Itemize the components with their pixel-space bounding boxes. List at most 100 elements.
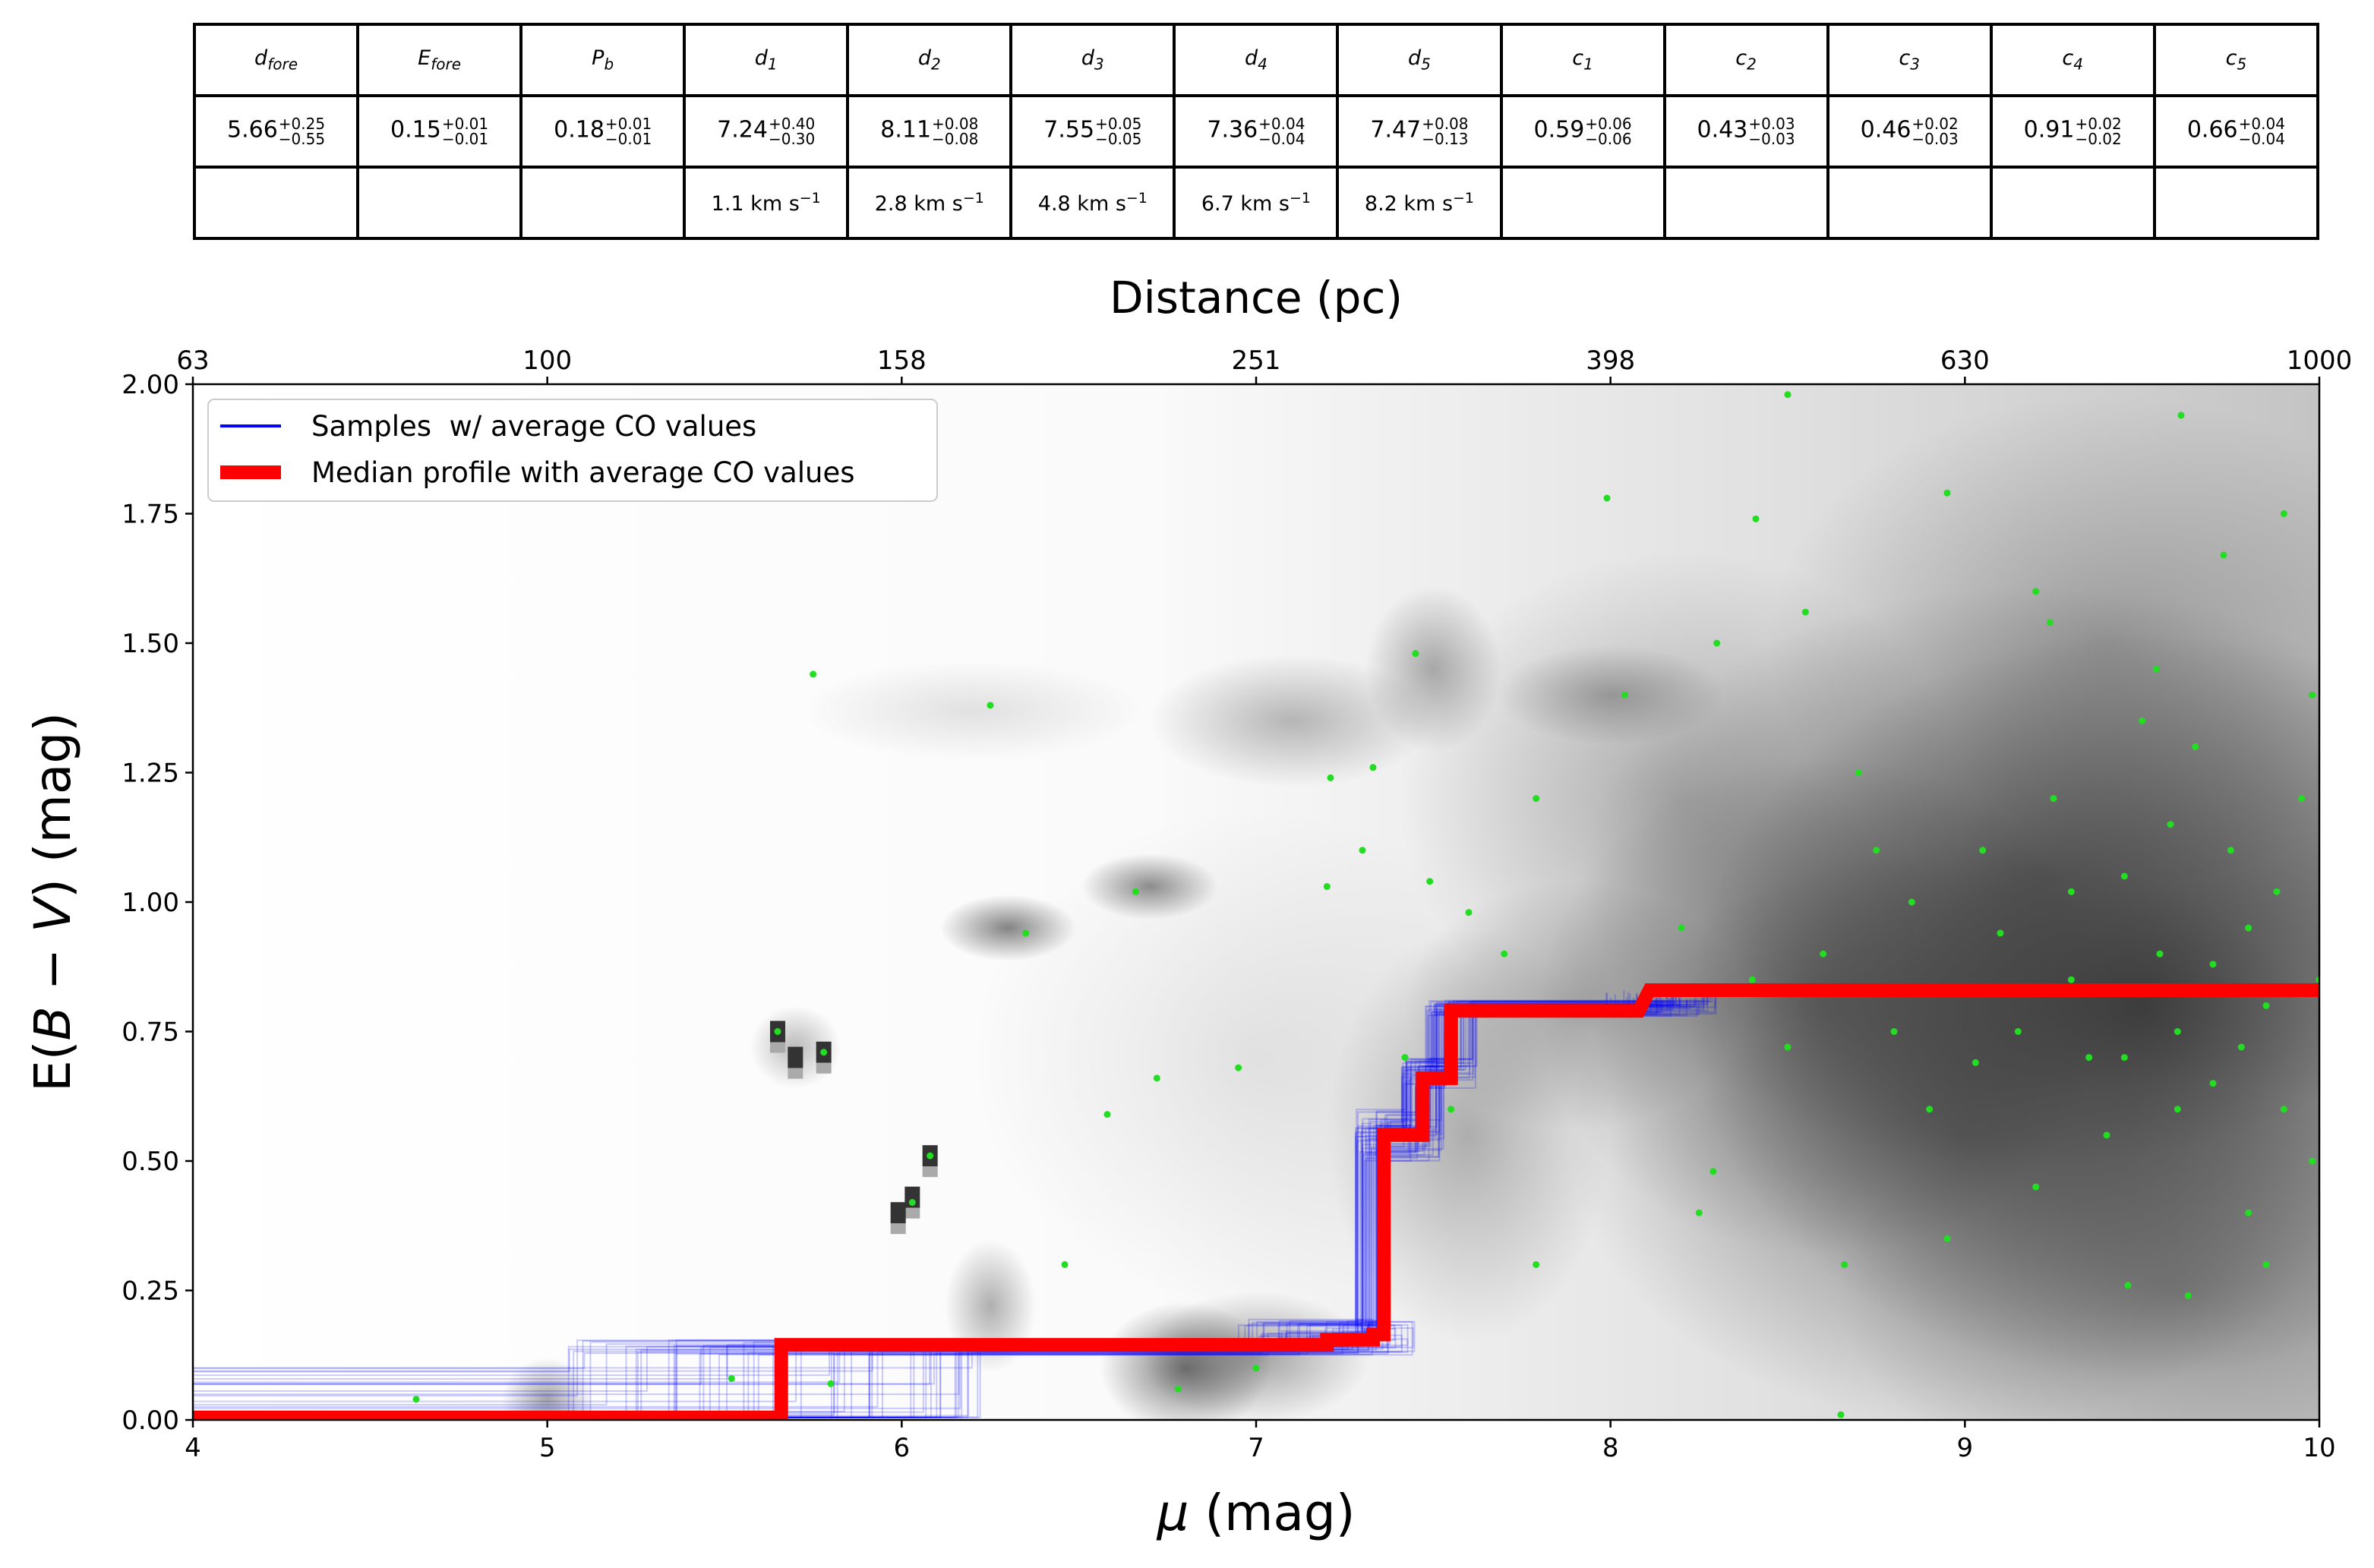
star-point xyxy=(1979,847,1987,854)
star-point xyxy=(2209,1080,2217,1087)
star-point xyxy=(1323,883,1331,891)
sample-profile-line xyxy=(193,992,1608,1418)
uncertainty: +0.04 −0.04 xyxy=(2239,116,2285,147)
sample-profile-line xyxy=(193,994,1644,1418)
sample-profile-line xyxy=(193,994,1681,1418)
star-point xyxy=(2156,950,2164,958)
density-pixel xyxy=(890,1223,906,1235)
value: 7.36 xyxy=(1207,116,1258,144)
density-blob xyxy=(1497,645,1724,745)
table-header-cell: d5 xyxy=(1336,23,1503,97)
velocity: 2.8 km s xyxy=(874,192,963,216)
star-point xyxy=(2085,1054,2093,1062)
uncertainty: +0.04 −0.04 xyxy=(1258,116,1305,147)
star-point xyxy=(1447,1106,1455,1113)
velocity-exponent: −1 xyxy=(1289,190,1311,207)
star-point xyxy=(1533,1260,1540,1268)
star-point xyxy=(2139,717,2146,724)
star-point xyxy=(1748,976,1756,983)
velocity: 1.1 km s xyxy=(711,192,800,216)
star-point xyxy=(1837,1411,1845,1418)
header-symbol: d xyxy=(754,46,768,71)
y-axis-label: E(B − V) (mag) xyxy=(24,712,82,1092)
star-point xyxy=(2120,872,2128,880)
density-blob xyxy=(1142,1291,1370,1420)
value: 0.43 xyxy=(1697,116,1748,144)
upper-error: +0.06 xyxy=(1585,115,1632,133)
star-point xyxy=(2184,1292,2192,1299)
star-points xyxy=(412,391,2319,1418)
star-point xyxy=(1103,1111,1111,1118)
density-blob xyxy=(1766,394,2319,892)
star-point xyxy=(1943,489,1951,497)
lower-error: −0.06 xyxy=(1585,130,1632,148)
y-tick-label: 0.50 xyxy=(122,1147,179,1177)
legend-label-samples: Samples w/ average CO values xyxy=(311,410,756,443)
star-point xyxy=(1369,764,1377,771)
uncertainty: +0.02 −0.03 xyxy=(1912,116,1958,147)
table-header-cell: c3 xyxy=(1826,23,1993,97)
table-header-cell: d4 xyxy=(1173,23,1340,97)
star-point xyxy=(1752,515,1760,522)
star-point xyxy=(2309,1157,2316,1165)
lower-error: −0.03 xyxy=(1912,130,1959,148)
table-value-cell: 8.11 +0.08 −0.08 xyxy=(846,94,1013,169)
velocity-exponent: −1 xyxy=(1453,190,1475,207)
star-point xyxy=(1855,769,1862,776)
upper-error: +0.40 xyxy=(768,115,816,133)
header-symbol: c xyxy=(1735,46,1747,71)
density-pixel xyxy=(788,1068,803,1079)
header-symbol: c xyxy=(1899,46,1911,71)
uncertainty: +0.01 −0.01 xyxy=(442,116,488,147)
star-point xyxy=(2245,924,2252,932)
table-velocity-cell: 2.8 km s−1 xyxy=(846,166,1013,240)
y-tick-label: 0.25 xyxy=(122,1276,179,1307)
star-point xyxy=(927,1152,934,1159)
table-velocity-cell xyxy=(519,166,687,240)
star-point xyxy=(2152,665,2160,673)
star-point xyxy=(2192,743,2199,750)
uncertainty: +0.25 −0.55 xyxy=(279,116,325,147)
header-subscript: 5 xyxy=(2237,55,2247,74)
upper-error: +0.02 xyxy=(1912,115,1959,133)
upper-error: +0.08 xyxy=(932,115,979,133)
header-subscript: 5 xyxy=(1421,55,1431,74)
parameter-table: dfore Efore Pb d1 d2 d3 d4 d5 c1 c2 c3 c4 c5 5.66 +0.… xyxy=(192,23,2320,240)
star-point xyxy=(1784,1043,1792,1051)
x-tick-label: 7 xyxy=(1248,1433,1264,1463)
header-subscript: 4 xyxy=(2073,55,2084,74)
uncertainty: +0.08 −0.08 xyxy=(932,116,978,147)
star-point xyxy=(2309,691,2316,699)
table-header-cell: d3 xyxy=(1009,23,1176,97)
lower-error: −0.02 xyxy=(2075,130,2122,148)
star-point xyxy=(1820,950,1827,958)
table-velocity-cell xyxy=(2152,166,2320,240)
table-header-cell: c2 xyxy=(1662,23,1829,97)
sample-profile-line xyxy=(193,990,1625,1370)
table-value-cell: 5.66 +0.25 −0.55 xyxy=(192,94,360,169)
star-point xyxy=(827,1380,835,1387)
table-velocity-cell xyxy=(1499,166,1666,240)
star-point xyxy=(1943,1235,1951,1242)
y-tick-label: 0.75 xyxy=(122,1017,179,1048)
star-point xyxy=(2046,619,2054,626)
star-point xyxy=(2273,888,2281,895)
velocity-exponent: −1 xyxy=(799,190,821,207)
x-tick-label: 8 xyxy=(1602,1433,1619,1463)
table-velocity-cell xyxy=(1662,166,1829,240)
star-point xyxy=(2237,1043,2245,1051)
star-point xyxy=(1412,650,1419,658)
value: 0.66 xyxy=(2186,116,2238,144)
star-point xyxy=(1908,898,1915,906)
star-point xyxy=(1621,691,1628,699)
velocity: 8.2 km s xyxy=(1364,192,1454,216)
header-symbol: d xyxy=(1081,46,1095,71)
top-tick-label: 251 xyxy=(1232,345,1281,376)
lower-error: −0.08 xyxy=(932,130,979,148)
y-tick-label: 1.75 xyxy=(122,500,179,530)
table-velocity-cell xyxy=(1826,166,1993,240)
star-point xyxy=(1252,1365,1260,1372)
top-tick-label: 630 xyxy=(1940,345,1990,376)
star-point xyxy=(2280,1106,2287,1113)
axes: 4 5 6 7 8 9 10 0.00 0.25 0.50 0.75 1.00 1.25 1.50 1.75… xyxy=(122,345,2352,1463)
